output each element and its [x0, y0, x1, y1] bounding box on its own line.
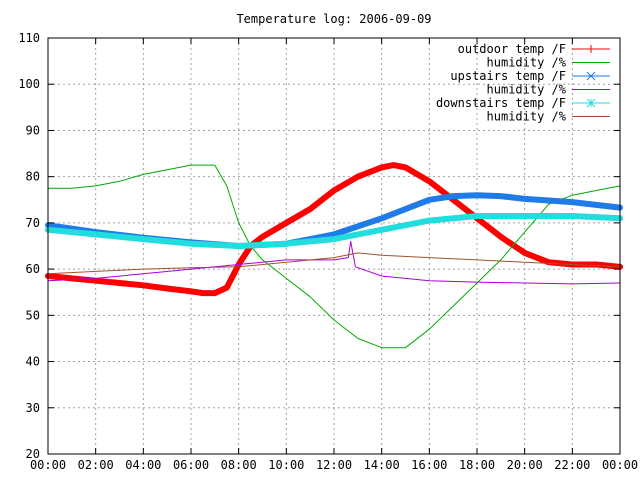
x-tick-label: 00:00 [602, 458, 638, 472]
legend-entry: outdoor temp /F [458, 42, 610, 56]
y-tick-label: 80 [26, 170, 40, 184]
y-tick-label: 30 [26, 401, 40, 415]
x-tick-label: 08:00 [221, 458, 257, 472]
series-line-4 [47, 240, 621, 285]
series-line-6 [47, 252, 621, 275]
y-tick-label: 50 [26, 308, 40, 322]
legend-label: downstairs temp /F [436, 96, 566, 110]
legend-entry: humidity /% [487, 83, 610, 97]
legend-entry: humidity /% [487, 56, 610, 70]
x-tick-label: 06:00 [173, 458, 209, 472]
y-tick-label: 60 [26, 262, 40, 276]
y-tick-label: 90 [26, 123, 40, 137]
x-tick-label: 18:00 [459, 458, 495, 472]
legend-marker [586, 98, 596, 108]
x-tick-label: 22:00 [554, 458, 590, 472]
y-tick-label: 110 [18, 31, 40, 45]
series-line-1 [45, 162, 623, 297]
legend-label: upstairs temp /F [450, 69, 566, 83]
x-tick-label: 12:00 [316, 458, 352, 472]
legend-label: outdoor temp /F [458, 42, 566, 56]
y-tick-label: 100 [18, 77, 40, 91]
legend-marker [586, 71, 596, 81]
chart-title: Temperature log: 2006-09-09 [236, 12, 431, 26]
x-tick-label: 20:00 [507, 458, 543, 472]
y-tick-label: 40 [26, 355, 40, 369]
y-tick-label: 70 [26, 216, 40, 230]
grid [48, 38, 620, 454]
legend-label: humidity /% [487, 110, 567, 124]
legend-entry: downstairs temp /F [436, 96, 610, 110]
legend-label: humidity /% [487, 56, 567, 70]
series-line-2 [47, 164, 621, 349]
x-tick-label: 04:00 [125, 458, 161, 472]
legend-label: humidity /% [487, 83, 567, 97]
x-tick-label: 00:00 [30, 458, 66, 472]
x-tick-label: 16:00 [411, 458, 447, 472]
plot-series [45, 162, 623, 349]
axes: 00:00 02:00 04:00 06:00 08:00 10:00 12:00 14:00… [18, 31, 638, 472]
x-tick-label: 10:00 [268, 458, 304, 472]
y-tick-label: 20 [26, 447, 40, 461]
legend-entry: humidity /% [487, 110, 610, 124]
x-tick-label: 02:00 [78, 458, 114, 472]
series-line-5 [45, 213, 623, 249]
legend-entry: upstairs temp /F [450, 69, 610, 83]
legend-marker [587, 45, 595, 53]
x-tick-label: 14:00 [364, 458, 400, 472]
